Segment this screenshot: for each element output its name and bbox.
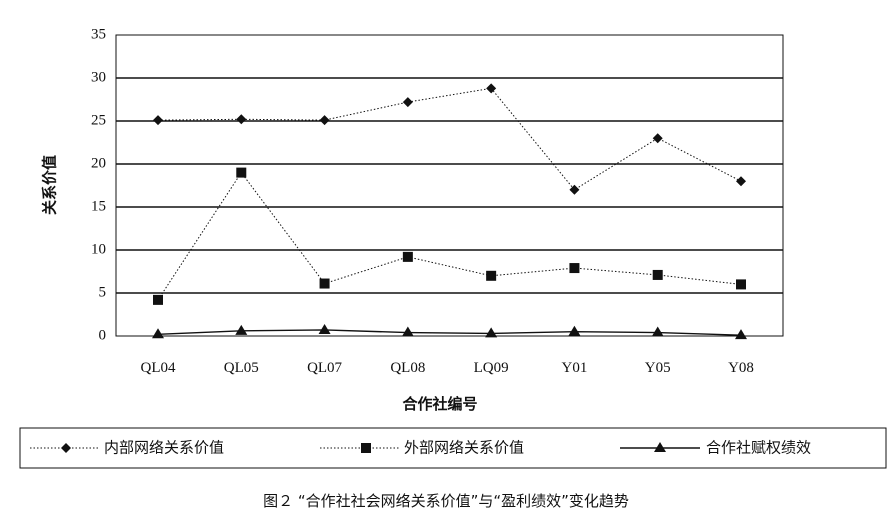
legend-label: 外部网络关系价值 xyxy=(404,439,524,457)
data-point xyxy=(401,326,414,337)
x-tick-label: QL05 xyxy=(224,360,259,376)
data-point xyxy=(485,327,498,338)
data-point xyxy=(486,270,497,281)
data-point xyxy=(152,328,164,339)
data-point xyxy=(652,269,663,280)
data-point xyxy=(736,279,746,290)
data-point xyxy=(402,251,413,262)
y-axis-title: 关系价值 xyxy=(41,155,59,215)
data-point xyxy=(319,278,330,289)
y-tick-label: 0 xyxy=(99,327,107,343)
data-point xyxy=(569,184,580,195)
y-tick-label: 20 xyxy=(91,155,106,171)
legend-label: 合作社赋权绩效 xyxy=(706,439,811,457)
data-point xyxy=(736,176,746,187)
series-line xyxy=(157,329,742,336)
data-point xyxy=(236,167,247,178)
y-axis-ticks: 0 5 10 15 20 25 30 35 xyxy=(91,26,106,343)
data-point xyxy=(735,329,747,340)
x-tick-label: QL04 xyxy=(141,360,176,376)
series-1 xyxy=(153,83,746,195)
y-tick-label: 10 xyxy=(91,241,106,257)
x-tick-label: Y08 xyxy=(728,360,754,376)
y-tick-label: 5 xyxy=(99,284,107,300)
legend-item: 外部网络关系价值 xyxy=(320,439,524,457)
data-point xyxy=(568,325,581,336)
x-tick-label: Y01 xyxy=(562,360,588,376)
data-point xyxy=(319,115,330,126)
legend-marker xyxy=(61,443,71,453)
legend-box xyxy=(19,427,887,469)
legend-item: 内部网络关系价值 xyxy=(30,439,224,457)
data-point xyxy=(318,323,331,334)
series-2 xyxy=(153,167,746,305)
data-point xyxy=(486,83,497,94)
y-tick-label: 15 xyxy=(91,198,106,214)
series-group xyxy=(152,83,747,340)
x-axis-title: 合作社编号 xyxy=(401,395,477,413)
data-point xyxy=(402,97,413,108)
legend-label: 内部网络关系价值 xyxy=(104,439,224,457)
figure-caption: 图２ “合作社社会网络关系价值”与“盈利绩效”变化趋势 xyxy=(263,492,629,510)
data-point xyxy=(235,324,248,335)
data-point xyxy=(153,294,163,305)
data-point xyxy=(236,114,247,125)
x-tick-label: LQ09 xyxy=(474,360,509,376)
legend-item: 合作社赋权绩效 xyxy=(620,439,811,457)
plot-frame xyxy=(115,34,784,337)
legend-marker xyxy=(654,442,666,452)
x-axis-ticks: QL04 QL05 QL07 QL08 LQ09 Y01 Y05 Y08 xyxy=(141,360,754,376)
legend-marker xyxy=(361,443,371,453)
y-tick-label: 25 xyxy=(91,112,106,128)
series-line xyxy=(157,87,742,191)
data-point xyxy=(651,326,664,337)
data-point xyxy=(652,133,663,144)
data-point xyxy=(569,263,580,274)
data-point xyxy=(153,115,163,126)
x-tick-label: QL07 xyxy=(307,360,342,376)
series-line xyxy=(157,171,742,301)
grid-lines xyxy=(116,77,783,294)
x-tick-label: Y05 xyxy=(645,360,671,376)
y-tick-label: 35 xyxy=(91,26,106,42)
legend: 内部网络关系价值 外部网络关系价值 合作社赋权绩效 xyxy=(30,439,811,457)
x-tick-label: QL08 xyxy=(390,360,425,376)
y-tick-label: 30 xyxy=(91,69,106,85)
series-3 xyxy=(152,323,747,340)
